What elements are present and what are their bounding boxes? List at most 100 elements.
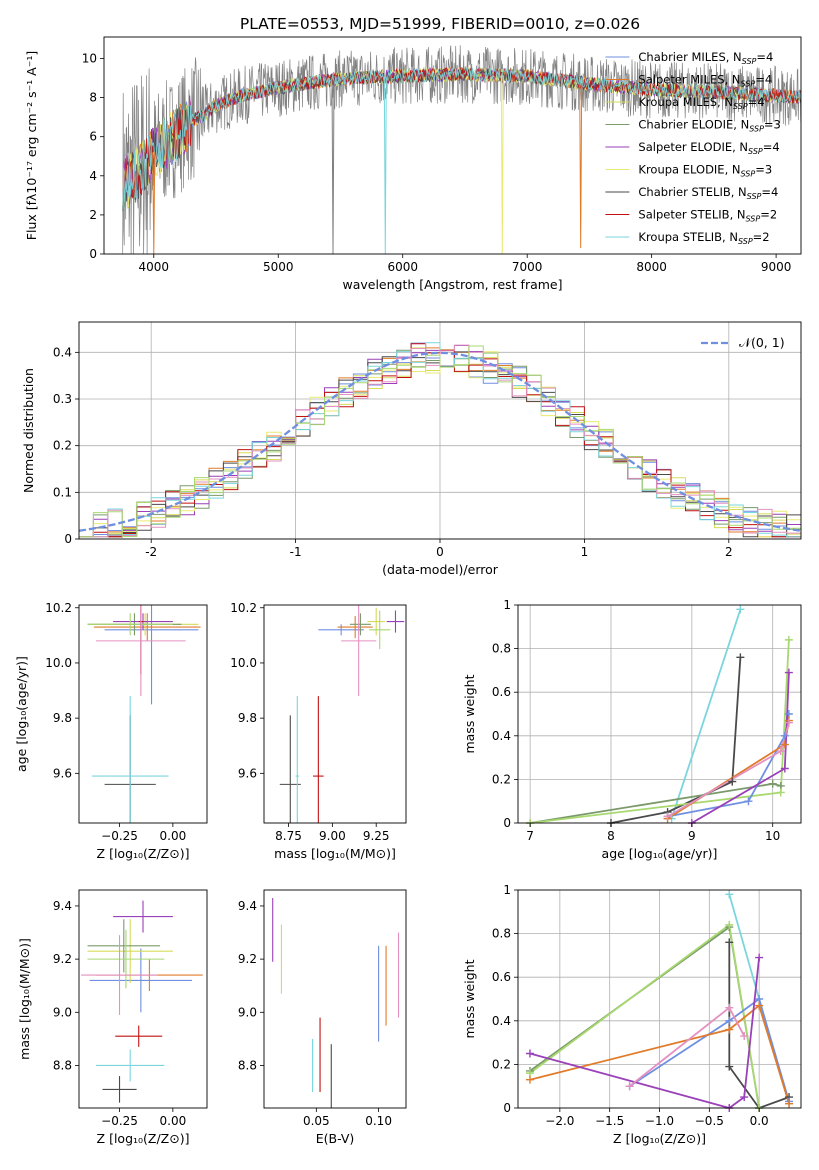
x-tick-label: −2.0 [545, 1114, 574, 1128]
legend-subscript: SSP [741, 170, 756, 179]
weight-marker [740, 1093, 749, 1102]
y-tick-label: 0.2 [53, 439, 72, 453]
plot-area-age-vs-Z [87, 605, 201, 823]
y-tick-label: 0.4 [492, 1014, 511, 1028]
y-tick-label: 0.4 [53, 345, 72, 359]
spectrum-spike [383, 76, 387, 254]
x-axis-label: E(B-V) [316, 1131, 355, 1146]
plot-area-spectrum [122, 45, 801, 254]
y-tick-label: 1 [503, 598, 511, 612]
weight-marker [776, 788, 785, 797]
legend-tail: =4 [748, 95, 765, 109]
y-tick-label: 9.8 [238, 711, 257, 725]
y-tick-label: 9.6 [53, 766, 72, 780]
weight-marker [736, 605, 745, 614]
weight-line-6 [529, 957, 760, 1108]
x-axis-label: Z [log₁₀(Z/Z⊙)] [97, 1131, 190, 1146]
axes-frame [78, 604, 208, 824]
legend-subscript: SSP [749, 125, 764, 134]
panel-weight-vs-age: 7 8 9 10 0 0.2 0.4 0.6 0.8 1 age [log₁₀(age/yr)] ma… [462, 598, 802, 861]
y-axis-label: mass weight [462, 674, 477, 753]
y-tick-label: 8.8 [238, 1058, 257, 1072]
x-tick-label: 9 [688, 829, 696, 843]
spectrum-spike [500, 75, 504, 254]
y-tick-label: 2 [89, 208, 97, 222]
weight-marker [525, 1075, 534, 1084]
legend-subscript: SSP [742, 57, 757, 66]
x-axis-label: wavelength [Angstrom, rest frame] [342, 277, 562, 292]
x-tick-label: 9.00 [319, 829, 346, 843]
weight-marker [785, 1099, 794, 1108]
panel-residuals: -2 -1 0 1 2 0 0.1 0.2 0.3 0.4 (data-model)/error No… [21, 321, 802, 577]
weight-marker [725, 920, 734, 929]
x-tick-label: 9.25 [363, 829, 390, 843]
legend-tail: =3 [764, 118, 781, 132]
weight-marker [740, 1032, 749, 1041]
spectrum-spike [579, 82, 583, 249]
x-tick-label: −1.0 [645, 1114, 674, 1128]
plot-area-mass-vs-Z [81, 900, 203, 1103]
panel-mass-vs-Z: −0.25 0.00 8.8 9.0 9.2 9.4 Z [log₁₀(Z/Z⊙)] mass… [17, 889, 208, 1146]
y-tick-label: 9.6 [238, 766, 257, 780]
panel-age-vs-Z: −0.25 0.00 9.6 9.8 10.0 10.2 Z [log₁₀(Z/Z⊙)] ag… [14, 601, 208, 861]
legend-entry: Kroupa ELODIE, NSSP=3 [638, 163, 772, 179]
legend-tail: =4 [763, 140, 780, 154]
weight-marker [625, 1082, 634, 1091]
legend-subscript: SSP [741, 80, 756, 89]
x-axis-label: mass [log₁₀(M/M⊙)] [274, 846, 396, 861]
x-tick-label: −0.25 [101, 1114, 138, 1128]
y-tick-label: 0.8 [492, 927, 511, 941]
plot-area-mass-vs-ebv [272, 897, 400, 1108]
weight-marker [780, 731, 789, 740]
y-tick-label: 0.8 [492, 642, 511, 656]
panel-mass-vs-ebv: 0.05 0.10 8.8 9.0 9.2 9.4 E(B-V) [238, 889, 407, 1146]
legend-subscript: SSP [748, 147, 763, 156]
x-tick-label: 10 [765, 829, 780, 843]
legend-entry: Chabrier MILES, NSSP=4 [638, 50, 773, 66]
weight-marker [728, 777, 737, 786]
panels: 4000 5000 6000 7000 8000 90000246810wavelengt… [14, 36, 802, 1146]
weight-marker [768, 779, 777, 788]
y-tick-label: 0.6 [492, 970, 511, 984]
weight-marker [744, 797, 753, 806]
y-axis-label: mass weight [462, 959, 477, 1038]
axes-frame [103, 36, 802, 255]
x-tick-label: −0.5 [695, 1114, 724, 1128]
y-tick-label: 0.2 [492, 772, 511, 786]
weight-marker [725, 1062, 734, 1071]
weight-line-5 [529, 1003, 790, 1104]
y-tick-label: 9.4 [238, 899, 257, 913]
weight-line-2 [529, 925, 760, 1108]
weight-line-3 [529, 923, 760, 1108]
y-tick-label: 9.0 [238, 1005, 257, 1019]
x-tick-label: 7 [526, 829, 534, 843]
y-tick-label: 0.4 [492, 729, 511, 743]
legend-entry: Salpeter STELIB, NSSP=2 [638, 208, 777, 224]
x-axis-label: (data-model)/error [382, 562, 499, 577]
axes-frame [78, 889, 208, 1109]
histogram-10 [79, 345, 801, 538]
plot-area-residuals [79, 322, 801, 539]
normal-reference-curve [79, 351, 801, 532]
weight-marker [784, 718, 793, 727]
x-tick-label: 8.75 [275, 829, 302, 843]
x-tick-label: 7000 [512, 260, 543, 274]
y-tick-label: 9.2 [238, 952, 257, 966]
plot-area-age-vs-mass [279, 605, 405, 823]
y-tick-label: 0.6 [492, 685, 511, 699]
weight-marker [736, 653, 745, 662]
legend-subscript: SSP [745, 215, 760, 224]
y-tick-label: 8 [89, 91, 97, 105]
weight-line-4 [629, 997, 790, 1102]
x-tick-label: 0 [436, 545, 444, 559]
panel-spectrum: 4000 5000 6000 7000 8000 9000 0 2 4 6 8 10 wavelengt… [24, 36, 802, 292]
x-tick-label: 0.05 [303, 1114, 330, 1128]
y-tick-label: 10.2 [45, 601, 72, 615]
y-axis-label: age [log₁₀(age/yr)] [14, 656, 29, 772]
legend-entry: Salpeter ELODIE, NSSP=4 [638, 140, 779, 156]
panel-age-vs-mass: 8.75 9.00 9.25 9.6 9.8 10.0 10.2 mass [log₁₀(M/… [230, 601, 407, 861]
legend-entry: Chabrier STELIB, NSSP=4 [638, 185, 778, 201]
x-tick-label: 5000 [263, 260, 294, 274]
legend-subscript: SSP [733, 102, 748, 111]
